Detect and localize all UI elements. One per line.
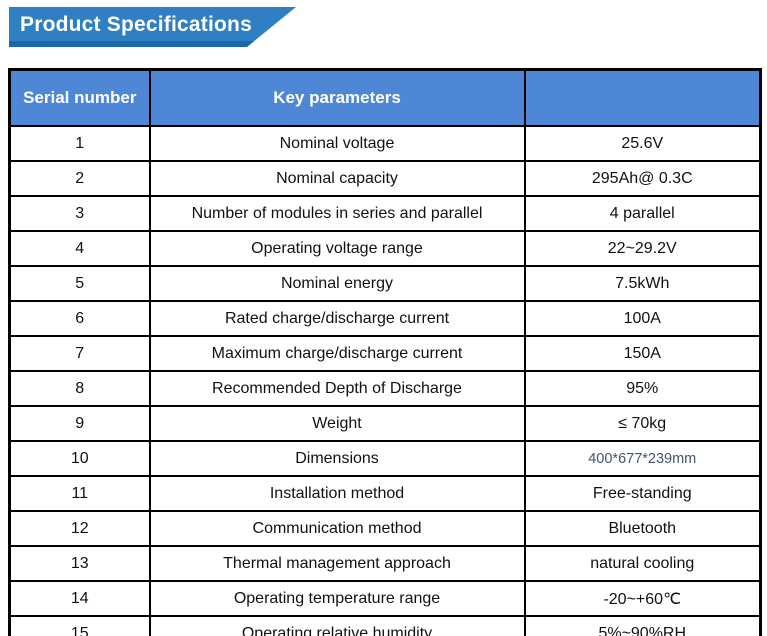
serial-number-cell: 8	[8, 370, 151, 407]
table-row: 1 Nominal voltage 25.6V	[8, 125, 762, 162]
parameter-cell: Operating relative humidity	[148, 615, 526, 636]
value-cell: 4 parallel	[523, 195, 762, 232]
table-row: 5 Nominal energy 7.5kWh	[8, 265, 762, 302]
parameter-cell: Operating voltage range	[148, 230, 526, 267]
table-header-row: Serial number Key parameters	[8, 68, 762, 127]
serial-number-cell: 7	[8, 335, 151, 372]
table-row: 8 Recommended Depth of Discharge 95%	[8, 370, 762, 407]
serial-number-cell: 14	[8, 580, 151, 617]
spec-table: Serial number Key parameters 1 Nominal v…	[8, 68, 762, 636]
serial-number-cell: 12	[8, 510, 151, 547]
parameter-cell: Communication method	[148, 510, 526, 547]
value-cell: 400*677*239mm	[523, 440, 762, 477]
table-row: 11 Installation method Free-standing	[8, 475, 762, 512]
table-row: 14 Operating temperature range -20~+60℃	[8, 580, 762, 617]
value-cell: ≤ 70kg	[523, 405, 762, 442]
value-cell: Free-standing	[523, 475, 762, 512]
serial-number-cell: 6	[8, 300, 151, 337]
serial-number-cell: 1	[8, 125, 151, 162]
parameter-cell: Thermal management approach	[148, 545, 526, 582]
parameter-cell: Nominal voltage	[148, 125, 526, 162]
parameter-cell: Nominal capacity	[148, 160, 526, 197]
parameter-cell: Dimensions	[148, 440, 526, 477]
serial-number-cell: 2	[8, 160, 151, 197]
serial-number-cell: 13	[8, 545, 151, 582]
table-row: 6 Rated charge/discharge current 100A	[8, 300, 762, 337]
table-body: 1 Nominal voltage 25.6V 2 Nominal capaci…	[8, 125, 762, 636]
value-cell: 22~29.2V	[523, 230, 762, 267]
table-row: 13 Thermal management approach natural c…	[8, 545, 762, 582]
value-cell: 295Ah@ 0.3C	[523, 160, 762, 197]
table-row: 12 Communication method Bluetooth	[8, 510, 762, 547]
serial-number-cell: 5	[8, 265, 151, 302]
serial-number-cell: 3	[8, 195, 151, 232]
table-row: 2 Nominal capacity 295Ah@ 0.3C	[8, 160, 762, 197]
col-header-value	[523, 68, 762, 127]
value-cell: 25.6V	[523, 125, 762, 162]
value-cell: -20~+60℃	[523, 580, 762, 617]
parameter-cell: Recommended Depth of Discharge	[148, 370, 526, 407]
value-cell: 95%	[523, 370, 762, 407]
value-cell: 100A	[523, 300, 762, 337]
col-header-key-parameters: Key parameters	[148, 68, 526, 127]
table-row: 4 Operating voltage range 22~29.2V	[8, 230, 762, 267]
value-cell: Bluetooth	[523, 510, 762, 547]
parameter-cell: Installation method	[148, 475, 526, 512]
parameter-cell: Maximum charge/discharge current	[148, 335, 526, 372]
col-header-serial-number: Serial number	[8, 68, 151, 127]
serial-number-cell: 10	[8, 440, 151, 477]
value-cell: 5%~90%RH	[523, 615, 762, 636]
serial-number-cell: 4	[8, 230, 151, 267]
table-row: 7 Maximum charge/discharge current 150A	[8, 335, 762, 372]
page-title-banner: Product Specifications	[9, 7, 296, 47]
value-cell: 7.5kWh	[523, 265, 762, 302]
table-row: 15 Operating relative humidity 5%~90%RH	[8, 615, 762, 636]
page-title: Product Specifications	[20, 13, 252, 36]
table-row: 3 Number of modules in series and parall…	[8, 195, 762, 232]
serial-number-cell: 11	[8, 475, 151, 512]
parameter-cell: Operating temperature range	[148, 580, 526, 617]
parameter-cell: Number of modules in series and parallel	[148, 195, 526, 232]
value-cell: 150A	[523, 335, 762, 372]
table-row: 9 Weight ≤ 70kg	[8, 405, 762, 442]
value-cell: natural cooling	[523, 545, 762, 582]
parameter-cell: Rated charge/discharge current	[148, 300, 526, 337]
table-row: 10 Dimensions 400*677*239mm	[8, 440, 762, 477]
parameter-cell: Nominal energy	[148, 265, 526, 302]
serial-number-cell: 15	[8, 615, 151, 636]
serial-number-cell: 9	[8, 405, 151, 442]
parameter-cell: Weight	[148, 405, 526, 442]
